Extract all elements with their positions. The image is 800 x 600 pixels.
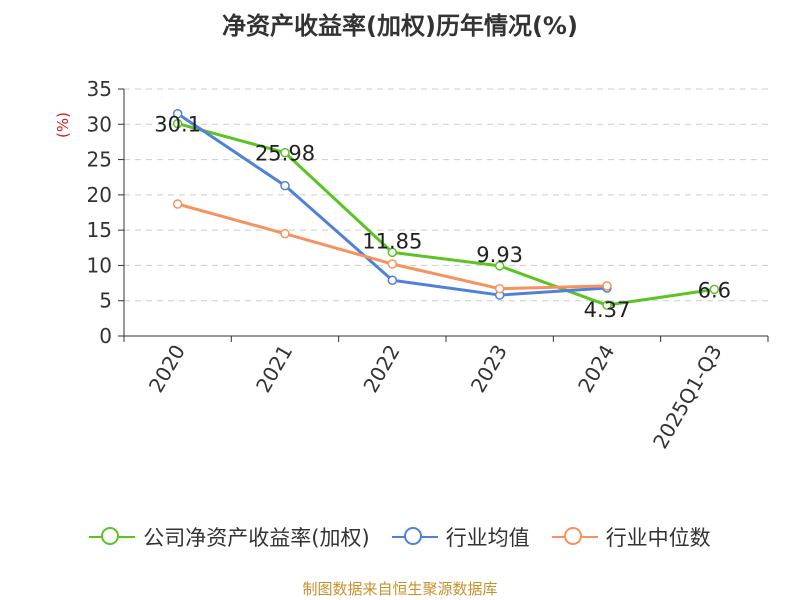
legend-label-industry-median: 行业中位数 bbox=[605, 526, 711, 550]
legend: 公司净资产收益率(加权) 行业均值 行业中位数 bbox=[0, 520, 800, 554]
x-tick-label: 2021 bbox=[251, 341, 297, 397]
legend-label-industry-mean: 行业均值 bbox=[445, 526, 530, 550]
data-point bbox=[280, 180, 290, 191]
x-tick-label: 2022 bbox=[358, 341, 404, 397]
legend-swatch-company bbox=[89, 527, 136, 547]
source-note: 制图数据来自恒生聚源数据库 bbox=[302, 580, 498, 598]
data-point bbox=[387, 259, 398, 269]
y-tick-label: 0 bbox=[99, 324, 112, 348]
chart-title: 净资产收益率(加权)历年情况(%) bbox=[222, 12, 578, 40]
x-tick-label: 2024 bbox=[573, 341, 619, 397]
data-label: 6.6 bbox=[698, 278, 731, 302]
y-tick-label: 10 bbox=[87, 253, 112, 277]
legend-swatch-industry-median bbox=[551, 527, 598, 547]
y-tick-label: 5 bbox=[99, 289, 112, 313]
series-lines bbox=[172, 108, 720, 310]
data-point bbox=[494, 261, 505, 271]
data-point bbox=[602, 281, 612, 291]
legend-item-industry-mean[interactable]: 行业均值 bbox=[391, 522, 530, 552]
data-label: 30.1 bbox=[154, 113, 201, 137]
gridlines bbox=[124, 88, 768, 302]
data-point bbox=[602, 300, 612, 310]
data-point bbox=[387, 275, 398, 285]
legend-label-company: 公司净资产收益率(加权) bbox=[143, 526, 370, 550]
data-label: 25.98 bbox=[255, 142, 315, 166]
legend-item-company[interactable]: 公司净资产收益率(加权) bbox=[89, 522, 370, 552]
data-label: 4.37 bbox=[584, 298, 631, 322]
y-tick-label: 25 bbox=[87, 148, 112, 172]
data-point bbox=[280, 228, 290, 239]
legend-item-industry-median[interactable]: 行业中位数 bbox=[551, 522, 711, 552]
y-tick-label: 15 bbox=[87, 218, 112, 242]
line-chart: 0 5 10 15 20 25 30 35 (%) 2020 2021 2022 2023 2024 202… bbox=[54, 77, 769, 453]
data-label: 9.93 bbox=[476, 243, 523, 267]
data-point bbox=[172, 118, 183, 129]
series-line bbox=[177, 122, 715, 307]
data-point bbox=[172, 108, 183, 119]
legend-swatch-industry-mean bbox=[391, 527, 438, 547]
data-point bbox=[709, 284, 720, 295]
data-point bbox=[280, 147, 290, 158]
data-point bbox=[172, 199, 183, 209]
y-tick-label: 20 bbox=[87, 183, 112, 207]
y-tick-label: 30 bbox=[87, 112, 112, 136]
data-point bbox=[387, 247, 398, 258]
y-tick-label: 35 bbox=[87, 77, 112, 101]
x-tick-label: 2025Q1-Q3 bbox=[648, 341, 727, 453]
data-label: 11.85 bbox=[362, 229, 422, 253]
y-axis-label: (%) bbox=[54, 112, 72, 138]
data-point bbox=[494, 283, 505, 294]
x-tick-label: 2020 bbox=[144, 341, 190, 397]
x-tick-label: 2023 bbox=[466, 341, 512, 397]
data-labels: 30.1 25.98 11.85 9.93 4.37 6.6 bbox=[154, 113, 731, 323]
